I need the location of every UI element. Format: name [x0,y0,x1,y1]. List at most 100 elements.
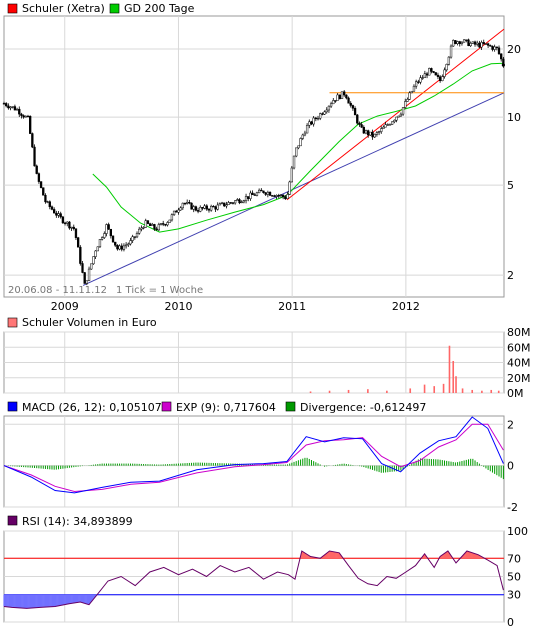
volume-bars [309,345,500,393]
candle-body [29,115,32,134]
candle-body [399,113,403,117]
candle-body [471,41,474,44]
candle-body [360,124,363,128]
candle-body [157,224,160,231]
candle-body [299,138,302,147]
candle-body [57,213,60,216]
rsi-legend-label: RSI (14): 34,893899 [22,515,133,528]
rsi-y-tick-label: 50 [507,571,521,584]
candle-body [11,106,14,108]
candle-body [312,117,315,125]
rsi-y-axis: 100 70 50 30 0 [507,525,528,629]
candle-body [203,205,206,209]
candle-body [347,97,350,104]
volume-bar [471,389,474,393]
candle-body [465,39,468,41]
candle-body [286,194,289,199]
price-legend-label: Schuler (Xetra) [22,2,105,15]
macd-y-tick-label: 0 [507,460,514,473]
price-y-tick-label: 10 [507,111,521,124]
volume-y-tick-label: 60M [507,341,531,354]
candle-body [489,45,492,47]
price-x-axis: 2009 2010 2011 2012 [51,300,420,313]
candle-body [369,131,372,136]
candle-body [210,205,213,211]
candle-body [186,202,189,204]
candle-body [412,85,416,92]
candle-body [148,223,152,226]
candle-body [367,130,370,136]
rsi-legend-swatch [7,515,18,526]
macd-divergence-bars [5,457,504,480]
macd-y-axis: 2 0 -2 [507,418,518,514]
price-y-axis: 2 5 10 20 [507,43,521,282]
candle-body [231,202,235,204]
candle-body [70,226,73,229]
candle-body [397,115,400,118]
candle-body [484,43,488,45]
rsi-line [3,550,504,609]
macd-y-tick-label: 2 [507,418,514,431]
candle-body [500,53,503,60]
candle-body [353,108,357,116]
candle-body [460,41,464,44]
candle-body [37,173,41,182]
volume-bar [490,389,493,393]
candle-body [153,224,156,230]
candle-body [90,263,93,270]
candle-body [284,196,287,199]
candle-body [257,189,261,194]
candle-body [192,206,195,210]
candle-body [114,241,117,246]
candle-body [162,223,165,225]
candle-body [188,202,191,204]
candle-body [46,201,49,203]
candle-body [292,155,296,169]
price-grid [4,16,504,297]
candle-body [22,115,25,118]
candle-body [434,72,437,76]
candle-body [336,94,339,101]
candle-body [170,214,174,221]
candle-body [15,108,19,111]
candle-body [220,202,224,204]
candle-body [384,124,387,128]
candle-body [98,238,102,248]
candle-body [321,113,324,115]
candle-body [408,92,411,100]
candle-body [207,208,211,211]
volume-bar [309,391,312,393]
candle-body [432,71,435,73]
volume-legend-swatch [7,317,18,328]
candle-body [454,40,457,44]
macd-panel: MACD (26, 12): 0,105107 EXP (9): 0,71760… [3,401,518,514]
candle-body [334,100,337,102]
price-legend-swatch [7,3,18,14]
candle-body [316,117,320,120]
candle-body [462,39,466,43]
volume-bar [328,390,331,393]
candle-body [159,223,163,225]
candle-body [301,134,304,139]
candle-body [199,207,202,212]
candle-body [61,216,65,224]
candle-body [456,41,459,44]
price-y-tick-label: 2 [507,269,514,282]
candle-body [438,76,442,82]
candle-body [194,206,198,211]
candle-body [406,99,409,102]
volume-y-tick-label: 0M [507,387,524,400]
candle-body [63,222,67,224]
candle-body [401,107,405,115]
candle-body [493,46,496,50]
candle-body [421,77,424,79]
price-y-tick-label: 5 [507,179,514,192]
candle-body [395,116,398,121]
candle-body [430,68,433,72]
volume-y-axis: 80M 60M 40M 20M 0M [507,326,531,400]
candle-body [447,56,451,65]
candle-body [155,228,158,231]
candle-body [26,115,30,118]
candle-body [480,42,483,48]
candle-body [85,280,89,284]
